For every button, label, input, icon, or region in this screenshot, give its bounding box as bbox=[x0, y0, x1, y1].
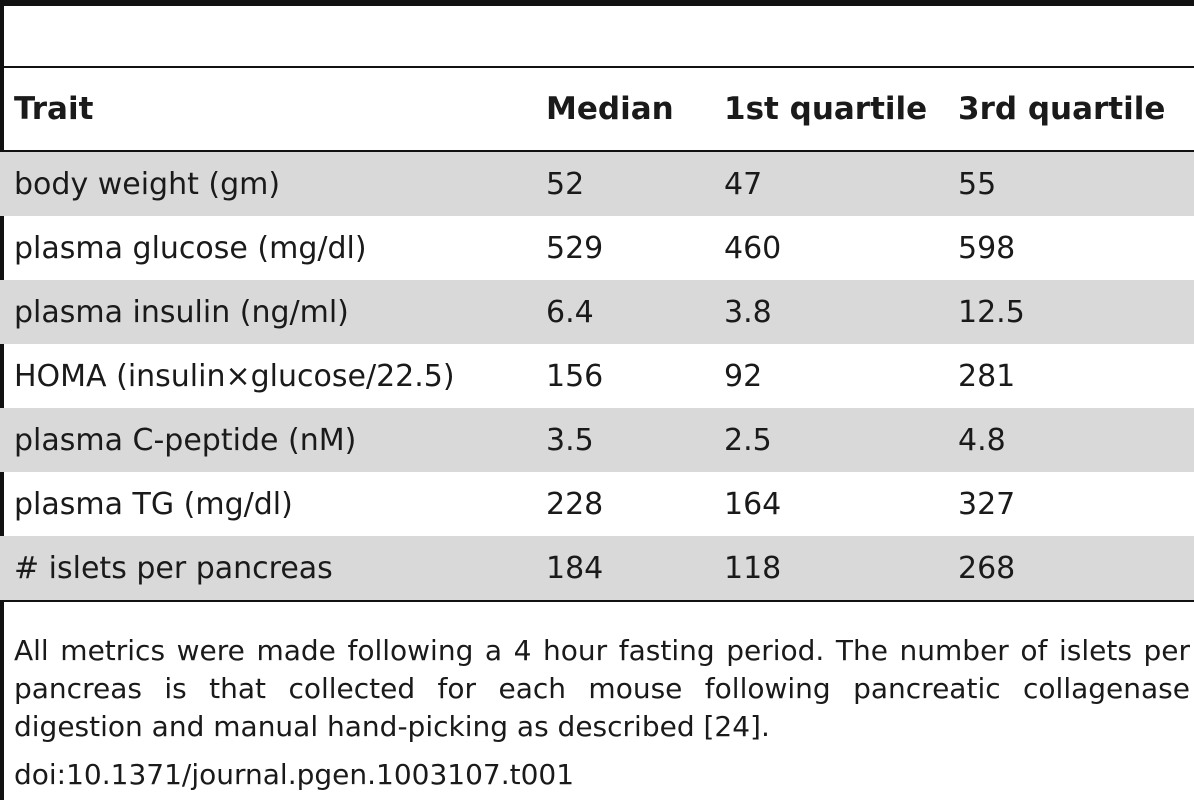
table-row: # islets per pancreas 184 118 268 bbox=[0, 536, 1194, 600]
doi-link[interactable]: doi:10.1371/journal.pgen.1003107.t001 bbox=[14, 758, 575, 791]
table-row: body weight (gm) 52 47 55 bbox=[0, 152, 1194, 216]
third-quartile-cell: 268 bbox=[958, 550, 1016, 586]
median-cell: 3.5 bbox=[546, 422, 594, 458]
trait-cell: HOMA (insulin×glucose/22.5) bbox=[14, 358, 455, 394]
median-cell: 529 bbox=[546, 230, 604, 266]
trait-cell: plasma TG (mg/dl) bbox=[14, 486, 293, 522]
table-bottom-rule bbox=[0, 600, 1194, 602]
trait-cell: body weight (gm) bbox=[14, 166, 281, 202]
table-header-row: Trait Median 1st quartile 3rd quartile bbox=[0, 68, 1194, 152]
third-quartile-cell: 55 bbox=[958, 166, 997, 202]
first-quartile-cell: 47 bbox=[724, 166, 763, 202]
trait-cell: plasma glucose (mg/dl) bbox=[14, 230, 367, 266]
top-rule bbox=[0, 0, 1194, 6]
table-row: plasma C-peptide (nM) 3.5 2.5 4.8 bbox=[0, 408, 1194, 472]
first-quartile-cell: 118 bbox=[724, 550, 782, 586]
trait-cell: # islets per pancreas bbox=[14, 550, 333, 586]
table-footnote: All metrics were made following a 4 hour… bbox=[14, 634, 1190, 743]
table-row: plasma TG (mg/dl) 228 164 327 bbox=[0, 472, 1194, 536]
first-quartile-cell: 164 bbox=[724, 486, 782, 522]
table-row: plasma glucose (mg/dl) 529 460 598 bbox=[0, 216, 1194, 280]
left-rule bbox=[0, 0, 4, 800]
trait-cell: plasma insulin (ng/ml) bbox=[14, 294, 349, 330]
header-top-rule bbox=[0, 66, 1194, 68]
table-row: plasma insulin (ng/ml) 6.4 3.8 12.5 bbox=[0, 280, 1194, 344]
median-cell: 184 bbox=[546, 550, 604, 586]
median-cell: 52 bbox=[546, 166, 585, 202]
trait-cell: plasma C-peptide (nM) bbox=[14, 422, 357, 458]
first-quartile-cell: 92 bbox=[724, 358, 763, 394]
third-quartile-cell: 281 bbox=[958, 358, 1016, 394]
header-median: Median bbox=[546, 91, 674, 127]
header-third-quartile: 3rd quartile bbox=[958, 91, 1166, 127]
third-quartile-cell: 4.8 bbox=[958, 422, 1006, 458]
first-quartile-cell: 460 bbox=[724, 230, 782, 266]
median-cell: 6.4 bbox=[546, 294, 594, 330]
first-quartile-cell: 3.8 bbox=[724, 294, 772, 330]
median-cell: 228 bbox=[546, 486, 604, 522]
third-quartile-cell: 12.5 bbox=[958, 294, 1025, 330]
third-quartile-cell: 598 bbox=[958, 230, 1016, 266]
data-table: Trait Median 1st quartile 3rd quartile b… bbox=[0, 68, 1194, 600]
table-row: HOMA (insulin×glucose/22.5) 156 92 281 bbox=[0, 344, 1194, 408]
median-cell: 156 bbox=[546, 358, 604, 394]
third-quartile-cell: 327 bbox=[958, 486, 1016, 522]
header-first-quartile: 1st quartile bbox=[724, 91, 928, 127]
first-quartile-cell: 2.5 bbox=[724, 422, 772, 458]
header-trait: Trait bbox=[14, 91, 94, 127]
